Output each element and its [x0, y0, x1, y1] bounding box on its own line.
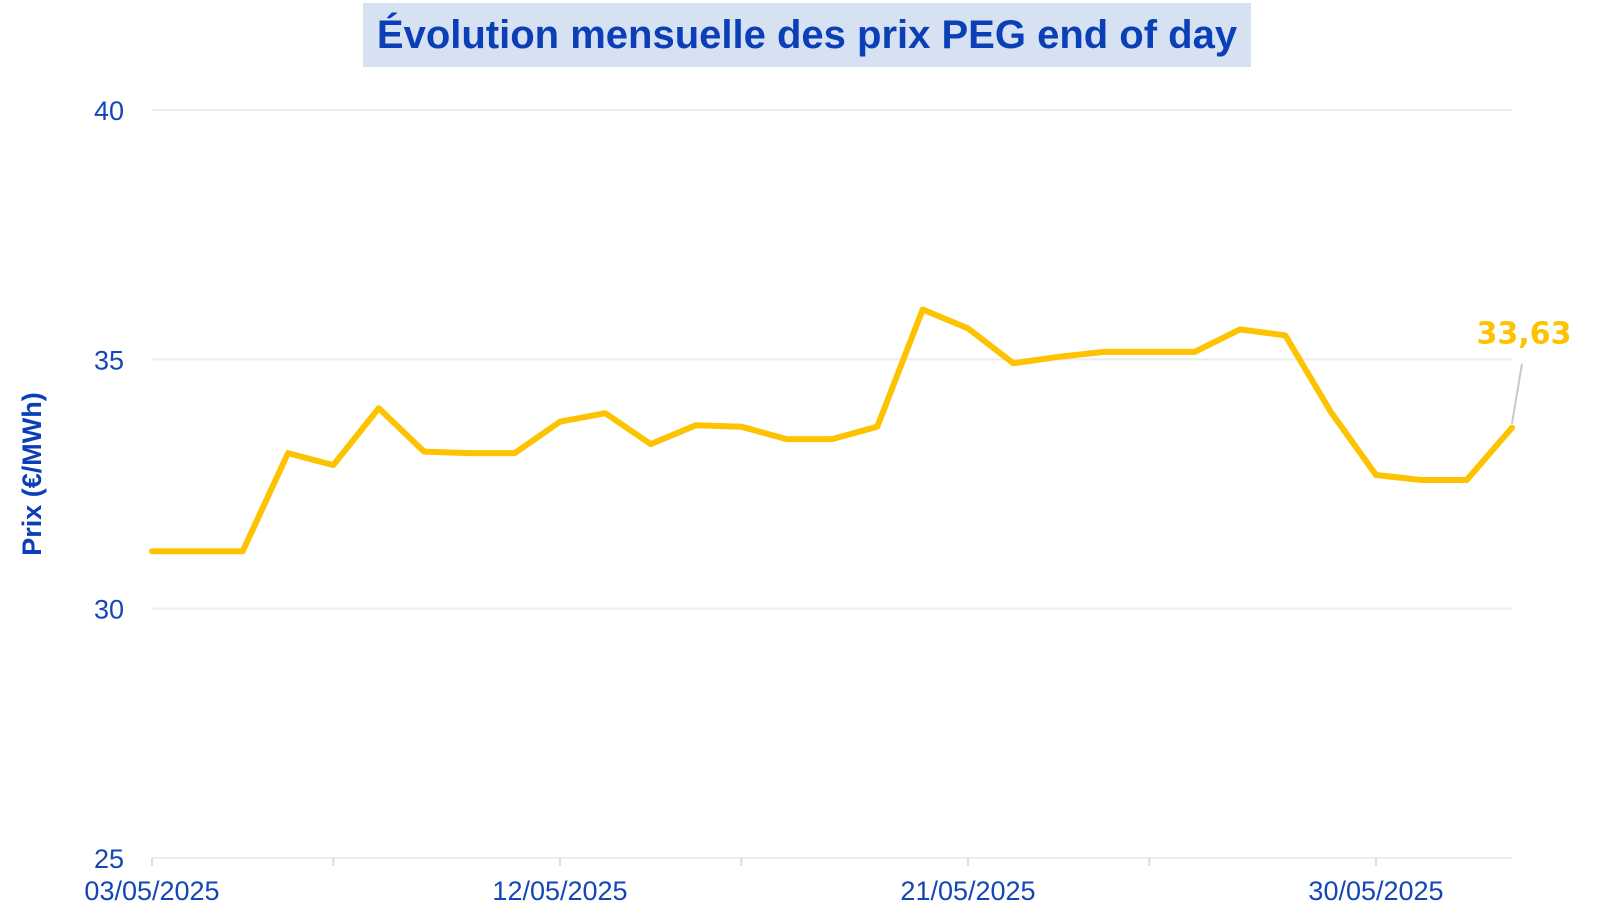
y-tick-label: 25	[94, 844, 124, 874]
data-label: 33,63	[1477, 317, 1572, 352]
y-axis-label: Prix (€/MWh)	[17, 392, 47, 556]
series-line	[149, 306, 1515, 555]
x-tick-label: 30/05/2025	[1308, 876, 1443, 906]
gridlines	[152, 109, 1512, 859]
x-tick-label: 21/05/2025	[900, 876, 1035, 906]
y-tick-label: 30	[94, 595, 124, 625]
y-axis-ticks: 25 30 35 40	[94, 96, 124, 874]
y-tick-label: 35	[94, 345, 124, 375]
x-tick-label: 03/05/2025	[84, 876, 219, 906]
x-tick-label: 12/05/2025	[492, 876, 627, 906]
x-axis: 03/05/2025 12/05/2025 21/05/2025 30/05/2025	[84, 858, 1444, 906]
value-annotation: 33,63	[1477, 317, 1572, 424]
chart-title: Évolution mensuelle des prix PEG end of …	[362, 3, 1252, 67]
price-line	[149, 306, 1515, 555]
y-tick-label: 40	[94, 96, 124, 126]
annotation-leader	[1511, 363, 1523, 424]
